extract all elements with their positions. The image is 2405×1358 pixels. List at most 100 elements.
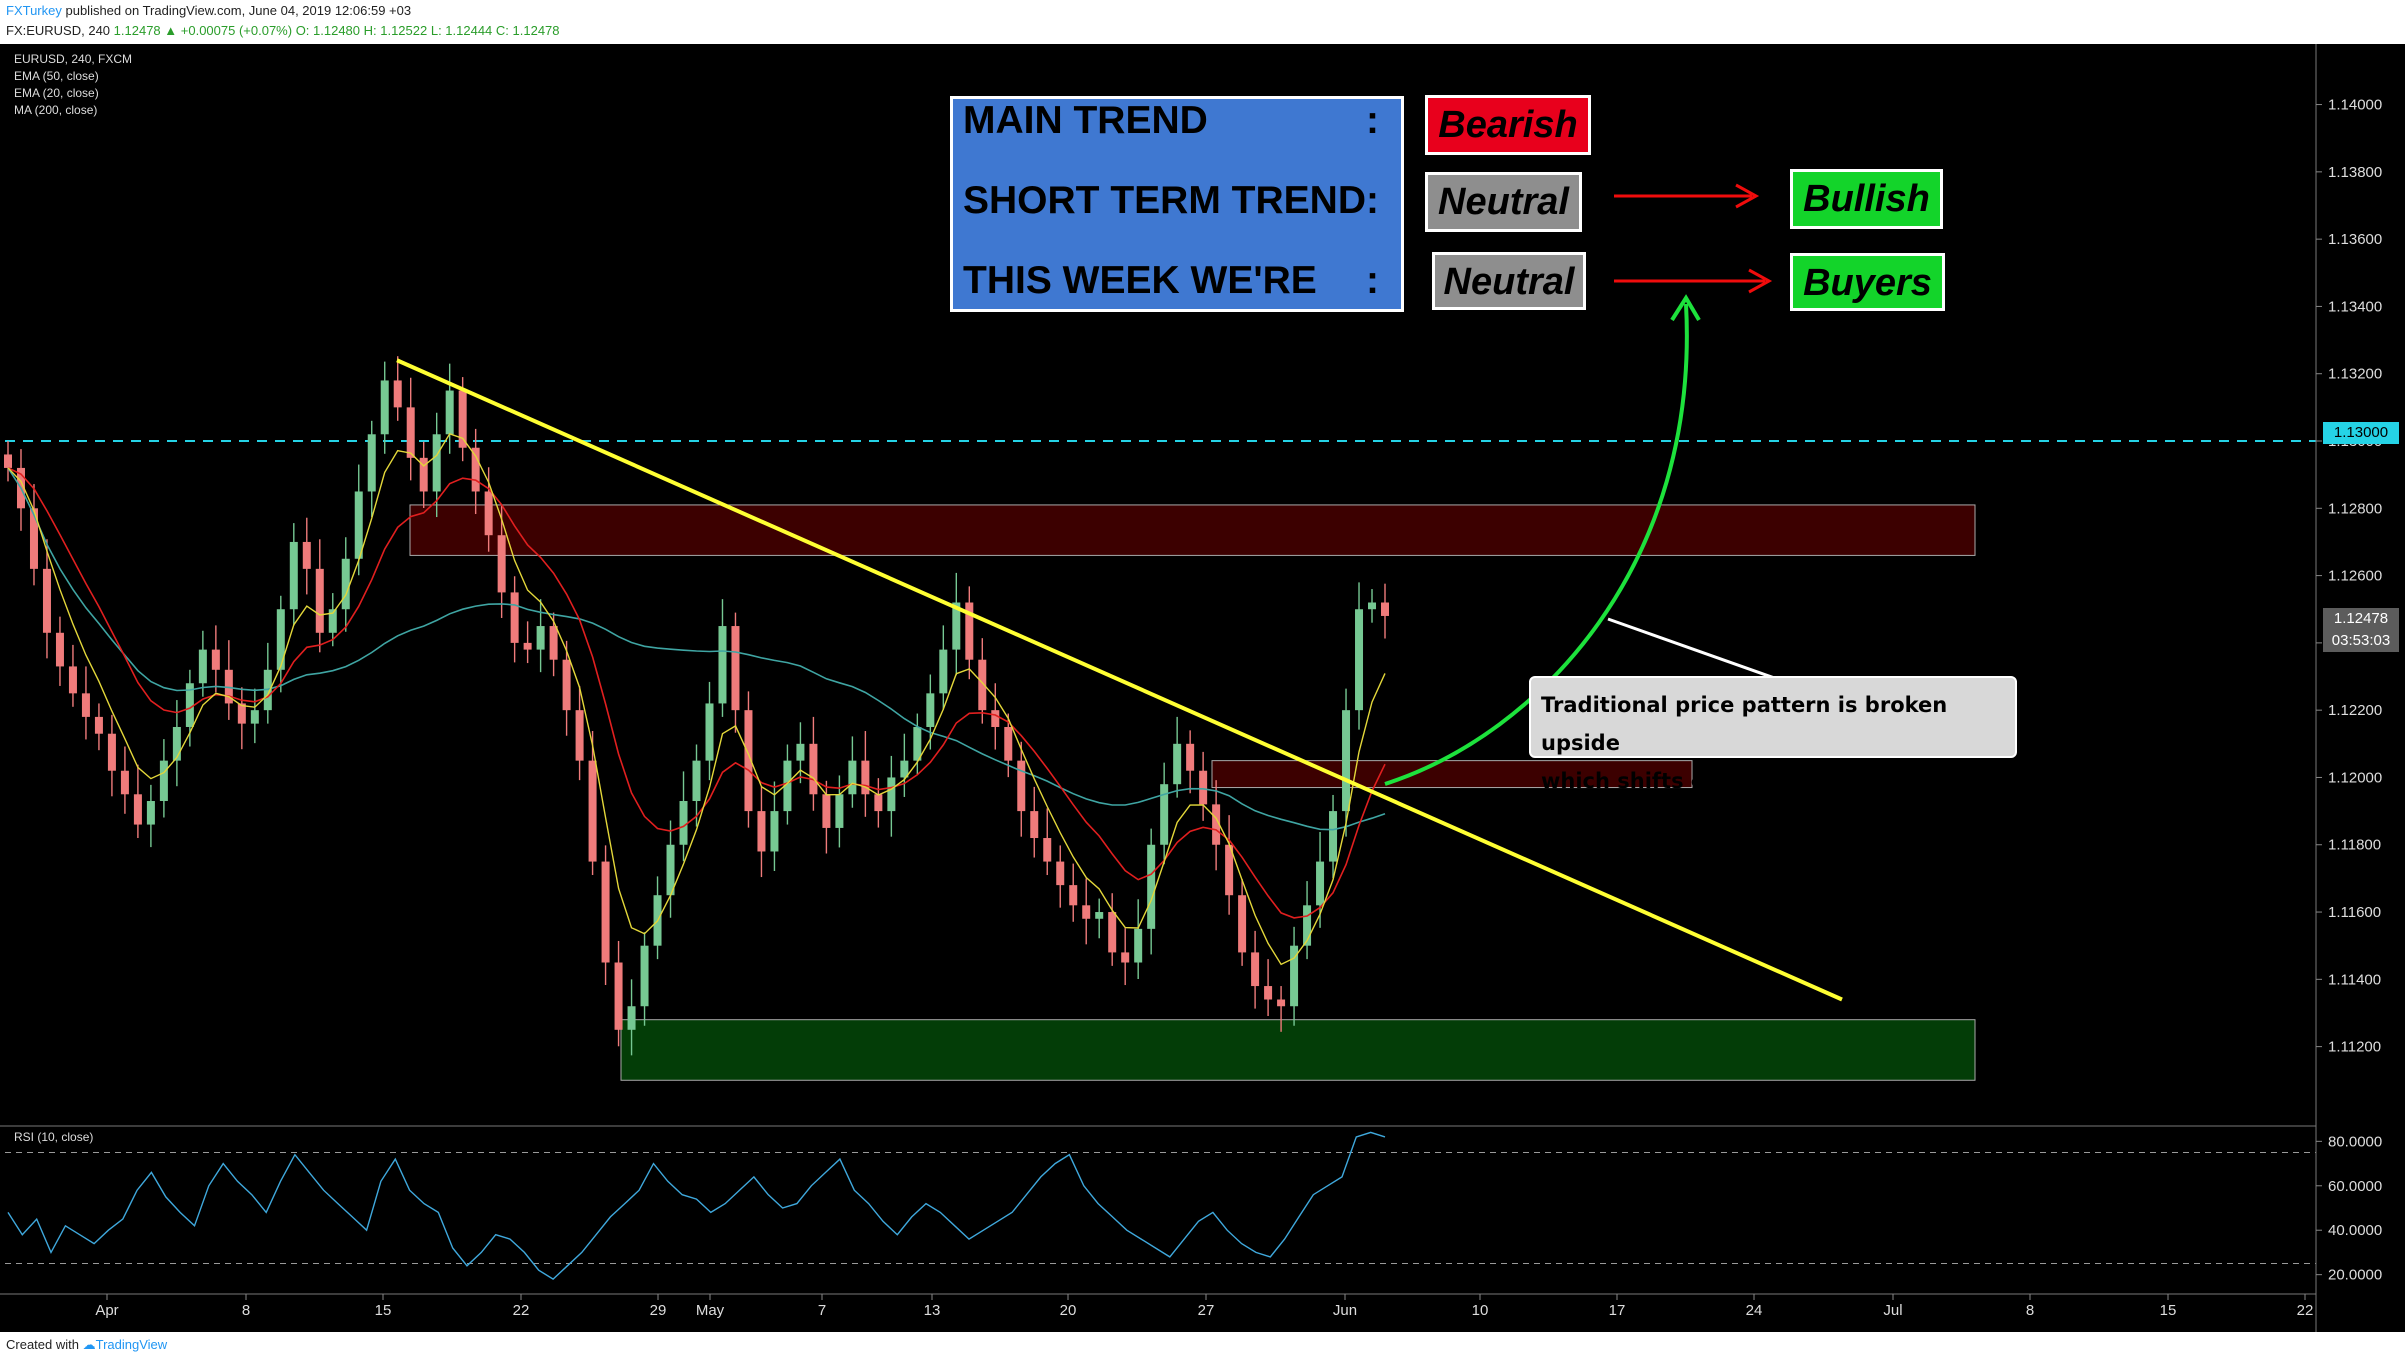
short-trend-row: SHORT TERM TREND: <box>963 179 1393 235</box>
candle-body <box>198 649 207 684</box>
neutral-badge-week: Neutral <box>1432 252 1586 310</box>
x-tick-label: 27 <box>1198 1302 1215 1319</box>
candle-body <box>250 710 259 724</box>
ma200-line <box>7 467 1386 831</box>
x-tick-label: May <box>696 1302 725 1319</box>
green-arrowhead <box>1670 294 1701 322</box>
candle-body <box>42 568 51 633</box>
candle-body <box>1381 602 1389 616</box>
candle-body <box>68 666 77 694</box>
candle-body <box>601 861 610 963</box>
legend-symbol: EURUSD, 240, FXCM <box>14 52 133 66</box>
candle-body <box>718 626 727 704</box>
candle-body <box>237 703 246 724</box>
candle-body <box>1173 743 1182 785</box>
quote-line: FX:EURUSD, 240 1.12478 ▲ +0.00075 (+0.07… <box>6 23 560 38</box>
candle-body <box>354 491 363 559</box>
note-line-1: Traditional price pattern is broken upsi… <box>1541 693 1948 755</box>
candle-body <box>1186 743 1195 771</box>
candle-body <box>874 794 883 812</box>
bearish-badge: Bearish <box>1425 95 1591 155</box>
note-line-2: which shifts our bias for the week <box>1541 769 1944 793</box>
chart-axes: 1.140001.138001.136001.134001.132001.130… <box>0 44 2382 1332</box>
candle-body <box>939 649 948 694</box>
candle-body <box>640 945 649 1007</box>
candle-body <box>159 760 168 802</box>
author-link[interactable]: FXTurkey <box>6 3 62 18</box>
candle-body <box>510 592 519 643</box>
candle-body <box>614 962 623 1030</box>
rsi-tick-label: 80.0000 <box>2328 1133 2382 1150</box>
candlesticks <box>4 356 1389 1056</box>
candle-body <box>1199 770 1208 805</box>
footer-created: Created with <box>6 1337 79 1352</box>
candle-body <box>523 642 532 650</box>
candle-body <box>1329 811 1338 862</box>
candle-body <box>1082 905 1091 919</box>
support-zone <box>620 1019 1976 1081</box>
candle-body <box>1043 838 1052 862</box>
candle-body <box>471 447 480 492</box>
x-tick-label: 10 <box>1472 1302 1489 1319</box>
candle-body <box>94 716 103 734</box>
last-price-tag: 1.12478 <box>2323 608 2399 630</box>
candle-body <box>848 760 857 795</box>
x-tick-label: 17 <box>1609 1302 1626 1319</box>
candle-body <box>172 726 181 761</box>
candle-body <box>276 609 285 670</box>
candle-body <box>705 703 714 761</box>
candle-body <box>575 710 584 761</box>
candle-body <box>1030 811 1039 839</box>
candle-body <box>458 390 467 448</box>
main-trend-label: MAIN TREND <box>963 99 1208 142</box>
publish-header: FXTurkey published on TradingView.com, J… <box>0 0 2405 44</box>
week-trend-colon: : <box>1366 259 1379 302</box>
candle-body <box>822 794 831 828</box>
candle-body <box>1303 905 1312 946</box>
price-chart[interactable]: 1.14000 1.13800 1.13600 1.13400 1.13200 1.130… <box>0 44 2405 1332</box>
resistance-zone <box>409 504 1976 556</box>
candle-body <box>744 710 753 812</box>
candle-body <box>913 726 922 761</box>
candle-body <box>185 683 194 727</box>
y-tick-label: 1.14000 <box>2328 97 2382 114</box>
candle-body <box>315 568 324 633</box>
candle-body <box>1134 928 1143 963</box>
x-tick-label: 20 <box>1060 1302 1077 1319</box>
candle-body <box>445 390 454 435</box>
red-arrowhead-short <box>1735 183 1760 209</box>
candle-body <box>835 794 844 828</box>
countdown-tag: 03:53:03 <box>2323 630 2399 652</box>
candle-body <box>107 733 116 771</box>
candle-body <box>432 434 441 492</box>
main-trend-row: MAIN TREND: <box>963 99 1393 155</box>
candle-body <box>588 760 597 862</box>
x-tick-label: 15 <box>375 1302 392 1319</box>
yellow-trendline <box>396 358 1843 1002</box>
minor-resistance-zone <box>1211 760 1693 789</box>
moving-averages <box>7 432 1386 966</box>
candle-body <box>1056 861 1065 886</box>
footer-brand[interactable]: TradingView <box>95 1337 168 1352</box>
candle-body <box>770 811 779 852</box>
candle-body <box>666 844 675 896</box>
x-tick-label: Jun <box>1333 1302 1357 1319</box>
ohlc-values: O: 1.12480 H: 1.12522 L: 1.12444 C: 1.12… <box>295 23 560 38</box>
candle-body <box>1368 602 1377 610</box>
annotation-overlay <box>396 183 1843 1002</box>
candle-body <box>1225 844 1234 896</box>
legend-ema50: EMA (50, close) <box>14 69 99 83</box>
price-zones <box>5 440 2316 1081</box>
y-tick-label: 1.11200 <box>2328 1039 2381 1056</box>
buyers-badge: Buyers <box>1790 253 1945 311</box>
footer-bar: Created with ☁TradingView <box>0 1332 2405 1358</box>
y-tick-label: 1.11800 <box>2328 837 2381 854</box>
y-tick-label: 1.13600 <box>2328 231 2382 248</box>
note-pointer-line <box>1607 617 1781 682</box>
candle-body <box>406 407 415 458</box>
candle-body <box>1095 912 1104 919</box>
short-trend-label: SHORT TERM TREND <box>963 179 1366 222</box>
candle-body <box>692 760 701 802</box>
candle-body <box>120 770 129 795</box>
candle-body <box>380 380 389 435</box>
